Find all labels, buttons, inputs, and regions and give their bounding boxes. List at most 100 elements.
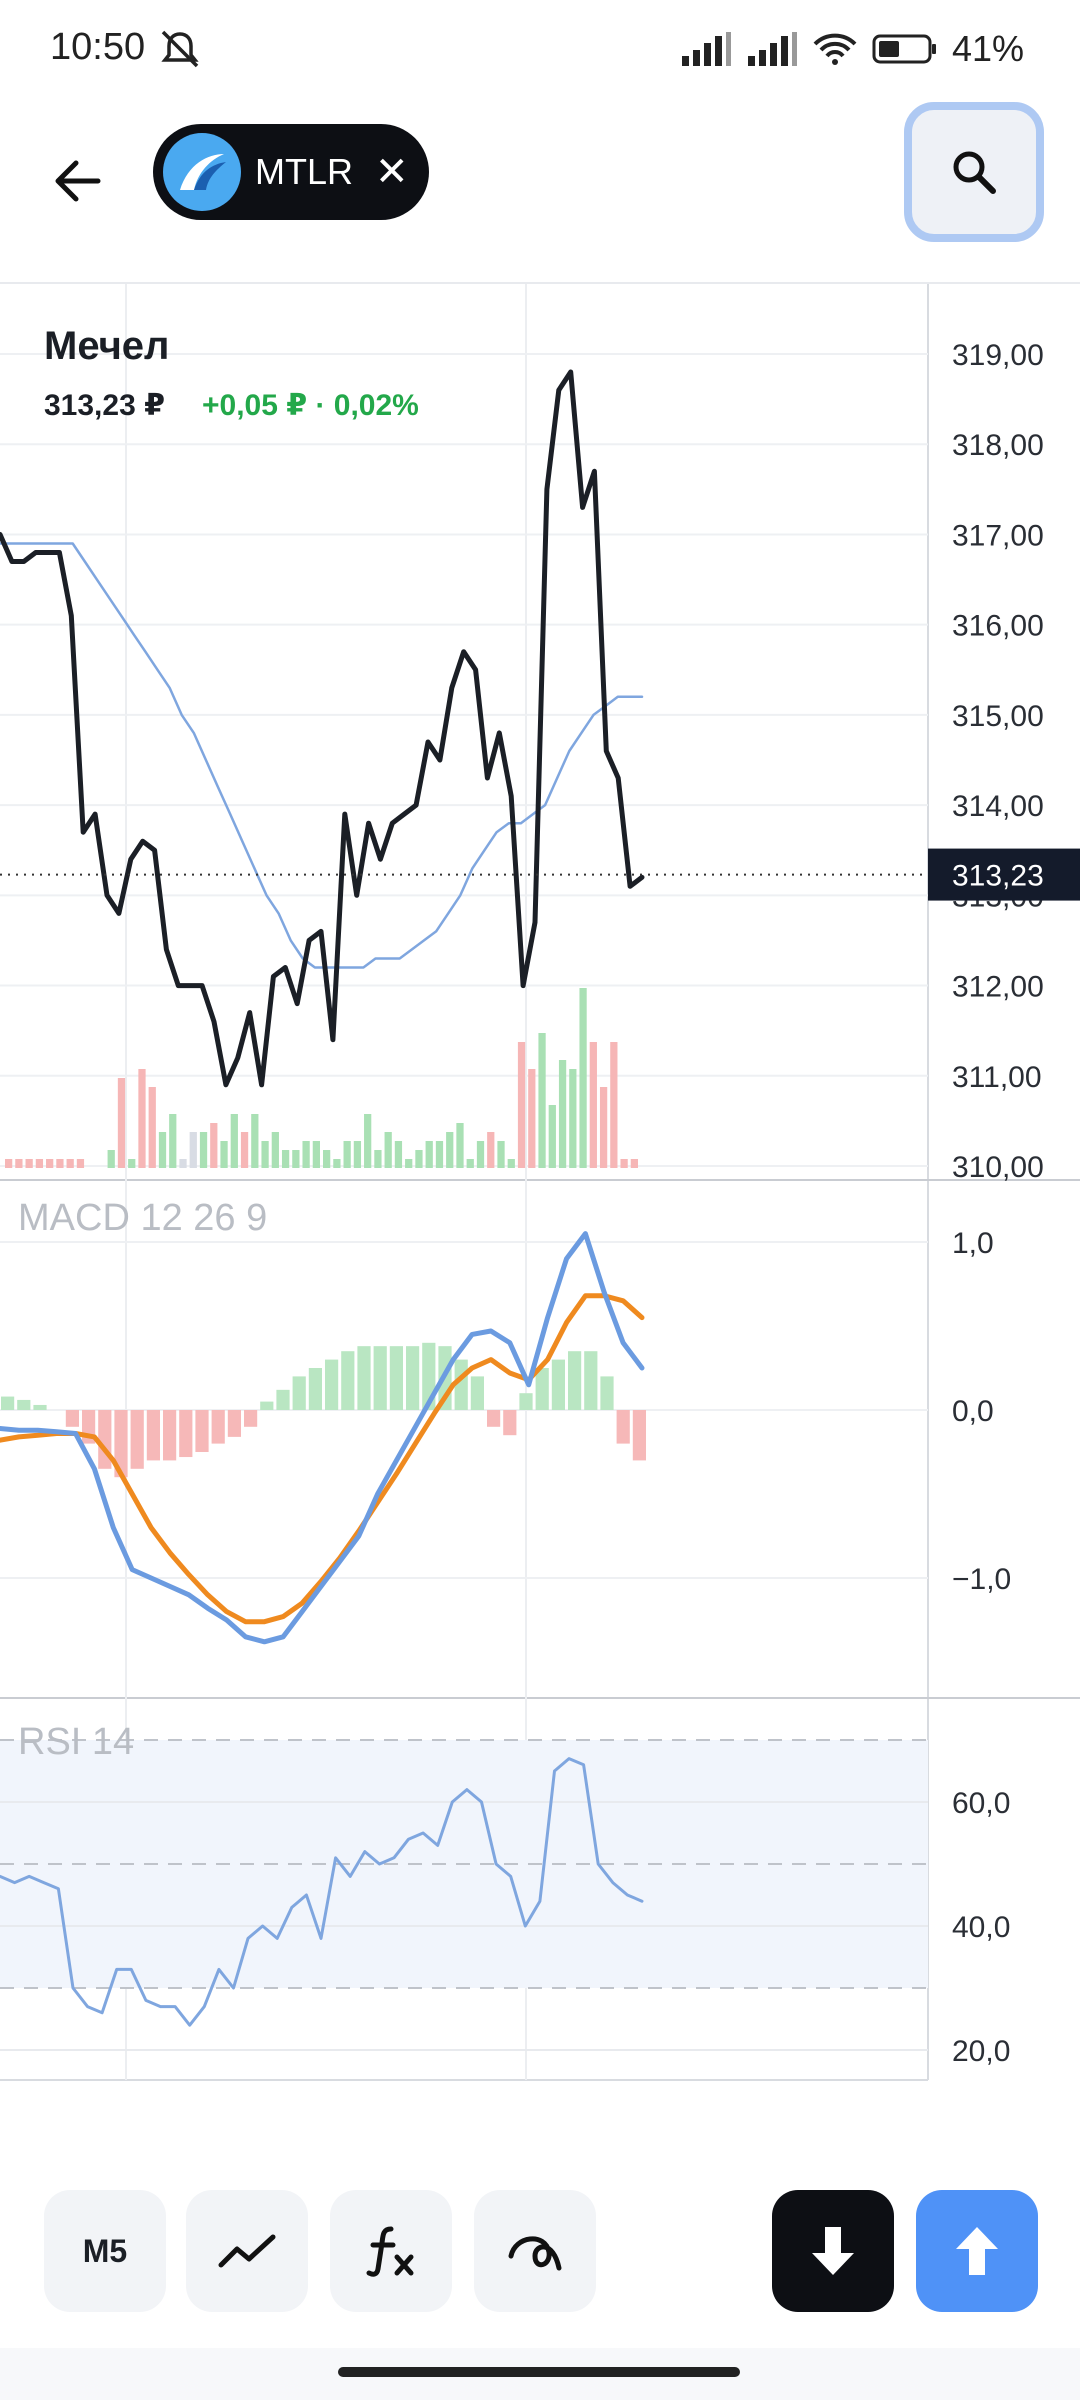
volume-bar (538, 1033, 546, 1168)
macd-histogram-bar (406, 1346, 420, 1410)
line-chart-icon (218, 2234, 276, 2268)
moving-average-line (0, 542, 644, 969)
macd-histogram-bar (98, 1410, 112, 1469)
volume-bar (507, 1159, 515, 1168)
search-button[interactable] (904, 102, 1044, 242)
volume-bar (394, 1141, 403, 1168)
macd-histogram-bar (114, 1410, 128, 1478)
wifi-icon (813, 33, 857, 65)
rsi-tick-label: 60,0 (952, 1787, 1010, 1820)
macd-histogram-bar (17, 1399, 31, 1410)
search-icon (953, 151, 996, 194)
mechel-logo-icon (163, 133, 241, 211)
macd-histogram-bar (195, 1410, 209, 1452)
macd-histogram-bar (292, 1376, 306, 1410)
price-tick-label: 318,00 (952, 429, 1044, 462)
macd-histogram-bar (130, 1410, 144, 1469)
volume-bar (446, 1132, 454, 1168)
volume-bar (517, 1042, 526, 1168)
volume-bar (56, 1159, 64, 1168)
chart-svg[interactable]: 319,00 318,00 317,00 316,00 315,00 314,00 313,… (0, 284, 1080, 2084)
macd-histogram-bar (325, 1359, 339, 1410)
price-tick-label: 312,00 (952, 971, 1044, 1004)
volume-bar (128, 1159, 136, 1168)
ticker-label: MTLR (255, 151, 353, 192)
macd-histogram-bar (600, 1376, 614, 1410)
price-tick-label: 319,00 (952, 339, 1044, 372)
drawing-button[interactable] (474, 2190, 596, 2312)
macd-histogram-bar (308, 1368, 322, 1410)
volume-bar (569, 1069, 577, 1168)
chart-type-button[interactable] (186, 2190, 308, 2312)
macd-histogram-bar (163, 1410, 177, 1461)
volume-bar (292, 1150, 300, 1168)
volume-bar (35, 1159, 44, 1168)
macd-histogram-bar (341, 1351, 355, 1410)
macd-label: MACD 12 26 9 (18, 1197, 267, 1239)
macd-histogram-bar (244, 1410, 258, 1427)
volume-bar (158, 1132, 167, 1168)
close-icon[interactable]: ✕ (375, 150, 409, 194)
volume-bar (5, 1159, 13, 1168)
volume-bar (46, 1159, 54, 1168)
rsi-tick-label: 40,0 (952, 1911, 1010, 1944)
volume-bar (476, 1141, 485, 1168)
macd-histogram-bar (470, 1376, 484, 1410)
function-icon (366, 2226, 414, 2277)
interval-button[interactable]: M5 (44, 2190, 166, 2312)
macd-histogram-bar (211, 1410, 225, 1444)
arrow-left-icon (55, 160, 101, 202)
price-tick-label: 317,00 (952, 519, 1044, 552)
volume-bar (364, 1114, 372, 1168)
ticker-chip[interactable]: MTLR ✕ (153, 124, 429, 220)
volume-bar (138, 1069, 146, 1168)
volume-bar (117, 1078, 126, 1168)
buy-arrow-icon (956, 2227, 998, 2275)
price-tick-label: 316,00 (952, 610, 1044, 643)
price-tick-label: 314,00 (952, 790, 1044, 823)
macd-tick-label: 0,0 (952, 1395, 994, 1428)
volume-bar (497, 1141, 505, 1168)
volume-bar (425, 1141, 433, 1168)
buy-button[interactable] (916, 2190, 1038, 2312)
macd-histogram-bar (373, 1346, 387, 1410)
volume-bar (620, 1159, 628, 1168)
signal-icon (681, 32, 731, 66)
indicators-button[interactable] (330, 2190, 452, 2312)
volume-bar (240, 1132, 249, 1168)
volume-bar (107, 1150, 115, 1168)
macd-signal-line (0, 1293, 645, 1625)
home-indicator[interactable] (338, 2367, 740, 2377)
macd-histogram-bar (65, 1410, 79, 1427)
sell-button[interactable] (772, 2190, 894, 2312)
instrument-name: Мечел (44, 324, 170, 368)
macd-histogram-bar (535, 1368, 549, 1410)
price-tick-label: 311,00 (952, 1061, 1042, 1094)
macd-histogram-bar (503, 1410, 517, 1436)
volume-bar (558, 1060, 567, 1168)
volume-bar (271, 1132, 279, 1168)
back-button[interactable] (42, 146, 112, 216)
volume-bar (610, 1042, 618, 1168)
macd-line (0, 1231, 645, 1645)
instrument-change: +0,05 ₽ · 0,02% (202, 389, 419, 422)
volume-bar (374, 1150, 382, 1168)
macd-histogram-bar (519, 1393, 533, 1410)
header: MTLR ✕ (0, 96, 1080, 282)
current-price-badge (928, 848, 1080, 901)
volume-bar (76, 1159, 85, 1168)
current-price-label: 313,23 (952, 860, 1044, 893)
macd-histogram-bar (584, 1351, 598, 1410)
volume-bar (353, 1141, 362, 1168)
volume-bar (169, 1114, 177, 1168)
volume-bar (66, 1159, 74, 1168)
rsi-line (0, 1757, 644, 2027)
chart-area[interactable]: 319,00 318,00 317,00 316,00 315,00 314,00 313,… (0, 282, 1080, 2084)
macd-histogram-bar (179, 1410, 193, 1458)
bell-muted-icon (161, 30, 199, 68)
volume-bar (302, 1141, 310, 1168)
volume-bar (384, 1132, 392, 1168)
macd-histogram-bar (357, 1346, 371, 1410)
volume-bar (323, 1150, 331, 1168)
instrument-price: 313,23 ₽ (44, 389, 165, 422)
